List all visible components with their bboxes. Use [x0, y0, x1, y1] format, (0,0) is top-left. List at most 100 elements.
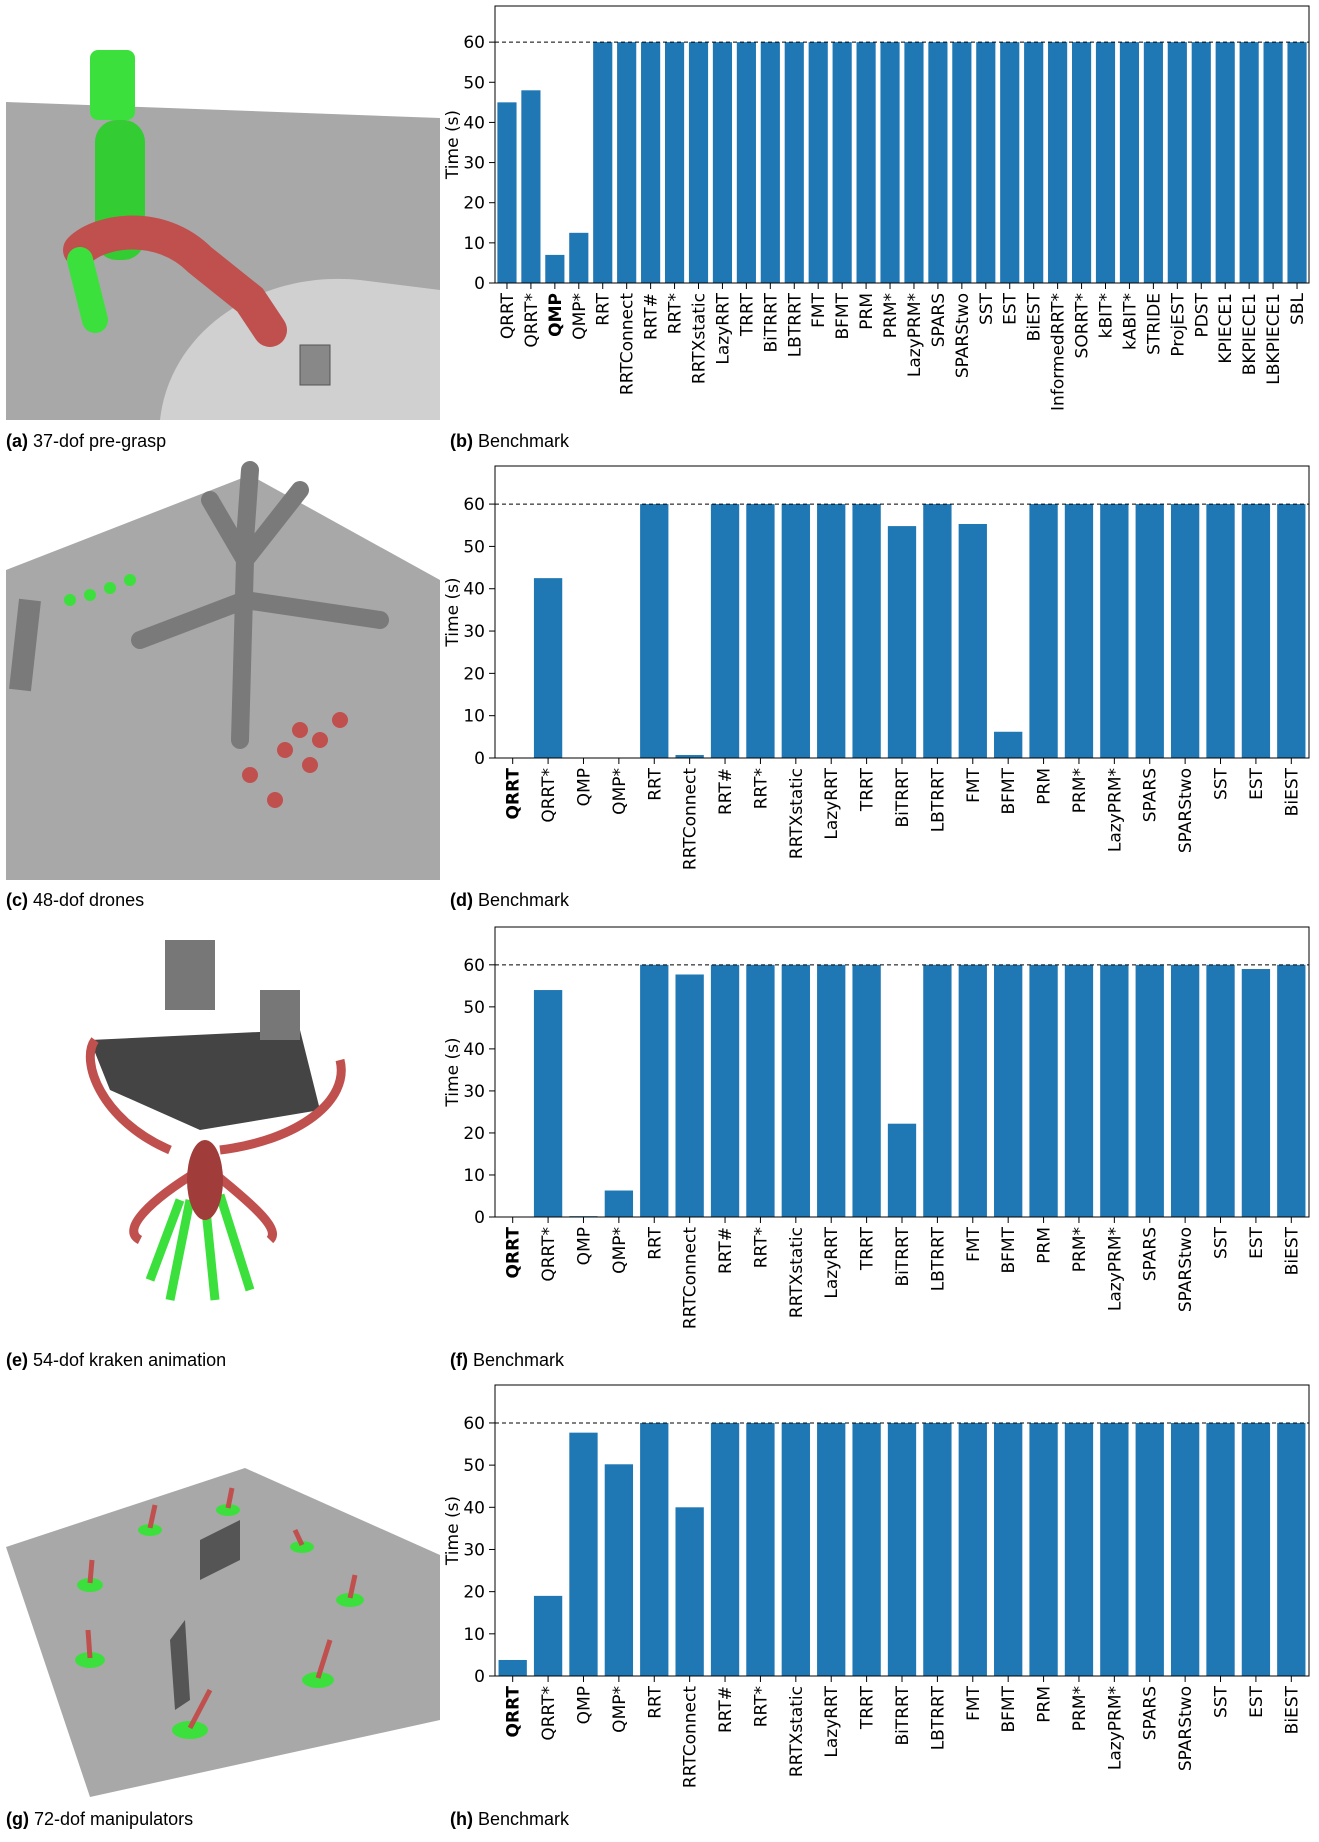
bar	[497, 102, 517, 283]
x-tick-label: TRRT	[858, 767, 878, 812]
y-tick-label: 50	[463, 1456, 485, 1476]
plot-frame	[494, 5, 1310, 284]
bar	[664, 42, 685, 284]
x-tick-label: KPIECE1	[1216, 293, 1236, 364]
y-tick-label: 30	[463, 154, 485, 174]
x-tick-label: RRTXstatic	[787, 1227, 807, 1318]
x-tick-label: RRT*	[751, 1686, 771, 1727]
plot-frame	[494, 926, 1310, 1218]
x-tick-label: LazyPRM*	[1105, 1227, 1125, 1311]
bar	[994, 731, 1023, 758]
bar	[1215, 42, 1235, 284]
bar	[1206, 504, 1235, 758]
bar	[746, 964, 775, 1217]
y-tick-label: 0	[474, 274, 485, 294]
bar	[781, 504, 810, 758]
x-tick-label: BiEST	[1282, 1226, 1302, 1275]
x-tick-label: FMT	[964, 767, 984, 802]
x-tick-label: QRRT*	[539, 1227, 559, 1282]
bar	[817, 1422, 846, 1676]
x-tick-label: RRT	[645, 1685, 665, 1718]
bar	[1048, 42, 1068, 284]
x-tick-label: RRT*	[751, 768, 771, 809]
x-tick-label: SPARS	[929, 293, 949, 347]
bar	[1100, 504, 1129, 758]
bar	[710, 1422, 740, 1676]
bar	[832, 42, 852, 284]
bar	[958, 523, 987, 758]
bar	[781, 1422, 810, 1676]
bar	[952, 42, 972, 284]
caption-label: (d)	[450, 890, 473, 910]
x-tick-label: BiEST	[1282, 1685, 1302, 1734]
bar	[1170, 504, 1200, 758]
y-tick-label: 40	[463, 113, 485, 133]
x-tick-label: QMP	[574, 1227, 594, 1265]
x-tick-label: LazyPRM*	[905, 293, 925, 377]
x-tick-label: RRTConnect	[681, 1227, 701, 1329]
x-tick-label: QMP	[546, 293, 566, 337]
bar	[533, 578, 563, 758]
bar	[533, 990, 563, 1217]
x-tick-label: BiTRRT	[893, 1685, 913, 1745]
x-tick-label: EST	[1247, 1226, 1267, 1259]
x-tick-label: LazyPRM*	[1105, 768, 1125, 852]
x-tick-label: QMP*	[610, 768, 630, 815]
x-tick-label: PRM	[1035, 1227, 1055, 1264]
bar	[880, 42, 900, 284]
x-tick-label: RRTXstatic	[787, 768, 807, 859]
x-tick-label: QMP*	[570, 293, 590, 340]
x-tick-label: LBKPIECE1	[1264, 293, 1284, 385]
bar	[688, 42, 709, 284]
caption: (d) Benchmark	[450, 890, 570, 910]
x-tick-label: SST	[1212, 1685, 1232, 1718]
caption-label: (g)	[6, 1809, 29, 1829]
caption: (h) Benchmark	[450, 1809, 570, 1829]
x-tick-label: EST	[1001, 292, 1021, 325]
bar	[1206, 1422, 1235, 1676]
bar	[1135, 504, 1164, 758]
x-tick-label: RRT#	[716, 768, 736, 815]
scene-drones	[6, 461, 440, 880]
bar	[569, 232, 589, 283]
x-tick-label: RRTConnect	[681, 1686, 701, 1788]
bar	[712, 42, 733, 284]
x-tick-label: SPARS	[1141, 1686, 1161, 1740]
bar	[1170, 1422, 1200, 1676]
bar	[852, 964, 881, 1217]
x-tick-label: STRIDE	[1144, 293, 1164, 355]
x-tick-label: QRRT*	[539, 768, 559, 823]
bar	[604, 1464, 634, 1676]
y-tick-label: 0	[474, 1208, 485, 1228]
bar	[928, 42, 948, 284]
bar	[817, 504, 846, 758]
x-tick-label: FMT	[964, 1685, 984, 1720]
caption-text: 37-dof pre-grasp	[33, 431, 166, 451]
y-tick-label: 10	[463, 1166, 485, 1186]
bar	[641, 42, 661, 284]
bar	[521, 90, 541, 283]
bar	[958, 964, 987, 1217]
plot-frame	[494, 1384, 1310, 1677]
y-tick-label: 60	[463, 33, 485, 53]
x-tick-label: BiTRRT	[761, 292, 781, 352]
x-tick-label: LBTRRT	[928, 767, 948, 832]
x-tick-label: BiEST	[1282, 767, 1302, 816]
y-tick-label: 50	[463, 998, 485, 1018]
x-tick-label: BKPIECE1	[1240, 293, 1260, 375]
bar	[593, 42, 613, 284]
bar	[617, 42, 637, 284]
x-tick-label: BiTRRT	[893, 1226, 913, 1286]
x-tick-label: TRRT	[858, 1685, 878, 1730]
caption-text: Benchmark	[478, 431, 570, 451]
x-tick-label: LazyRRT	[822, 1226, 842, 1298]
bar	[1135, 964, 1164, 1217]
x-tick-label: BFMT	[999, 1226, 1019, 1273]
caption-label: (b)	[450, 431, 473, 451]
x-tick-label: SST	[977, 292, 997, 325]
caption-text: 48-dof drones	[33, 890, 144, 910]
x-tick-label: SPARS	[1141, 768, 1161, 822]
caption-text: Benchmark	[473, 1350, 565, 1370]
bar	[1064, 1422, 1094, 1676]
